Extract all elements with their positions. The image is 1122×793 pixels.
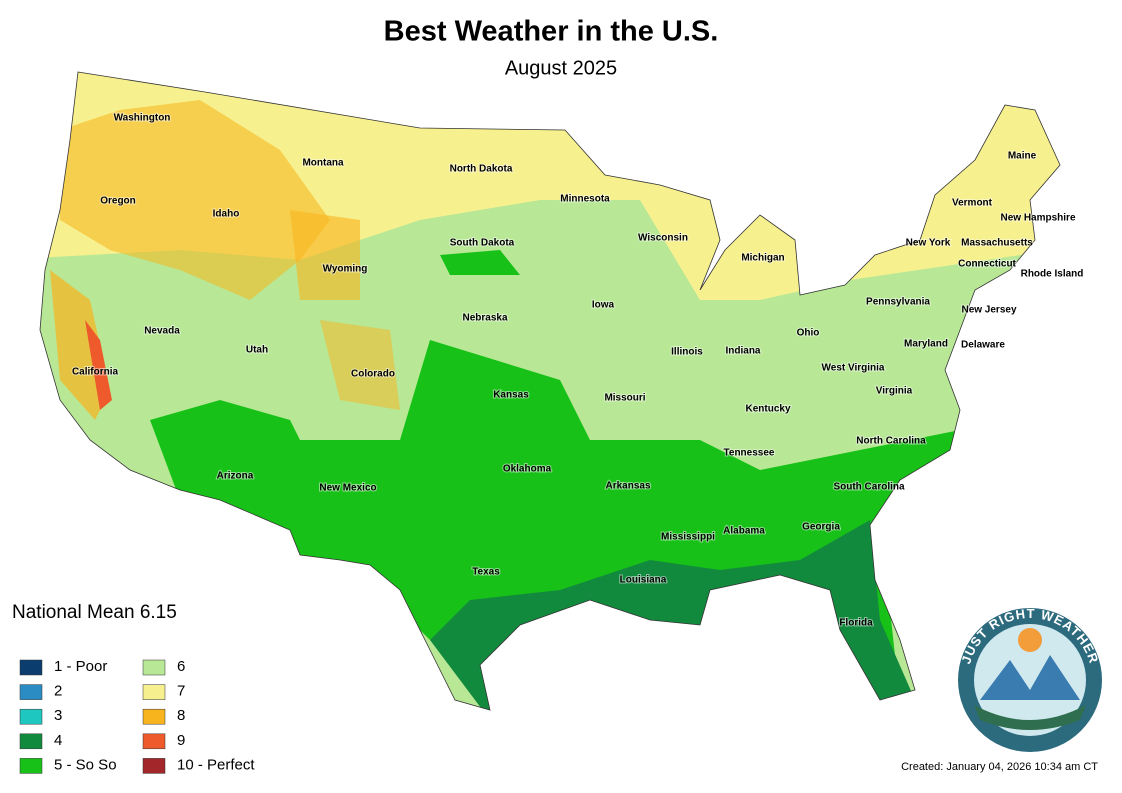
zone [60,100,330,300]
logo-ground [974,705,1086,730]
created-note: Created: January 04, 2026 10:34 am CT [901,761,1098,773]
state-label: Missouri [604,393,645,404]
state-label: Illinois [671,347,703,358]
state-label: Texas [472,567,500,578]
state-label: Tennessee [724,448,775,459]
state-label: South Dakota [450,238,515,249]
state-label: Iowa [592,300,615,311]
us-outline [39,71,1061,711]
state-label: Washington [114,113,171,124]
legend-label: 9 [177,732,185,749]
state-label: Michigan [741,253,784,264]
logo-sun [1018,628,1042,652]
legend-swatch [142,708,166,725]
state-label: Delaware [961,340,1005,351]
logo: JUST RIGHT WEATHER [958,606,1102,752]
state-label: Utah [246,345,268,356]
state-label: Virginia [876,386,913,397]
legend-label: 10 - Perfect [177,756,255,773]
state-label: Pennsylvania [866,297,930,308]
state-label: Arkansas [605,481,650,492]
state-label: New York [906,238,951,249]
legend-label: 1 - Poor [54,658,107,675]
state-label: Massachusetts [961,238,1033,249]
national-mean: National Mean 6.15 [12,602,177,623]
legend-label: 7 [177,683,185,700]
state-label: Maine [1008,151,1037,162]
legend-swatch [19,684,43,700]
zone [85,320,112,410]
state-label: Florida [839,618,873,629]
state-label: Montana [302,158,344,169]
legend-swatch [142,758,166,774]
national-mean-label: National Mean [12,602,135,623]
subtitle: August 2025 [505,57,617,79]
legend-swatch [19,733,43,750]
state-label: Nevada [144,326,180,337]
state-label: New Jersey [961,305,1016,316]
state-label: Connecticut [958,259,1016,270]
state-label: Georgia [802,522,840,533]
national-mean-value: 6.15 [140,602,177,623]
zone [290,210,360,300]
state-label: Oklahoma [503,464,552,475]
legend-label: 4 [54,732,62,749]
state-label: North Carolina [856,436,926,447]
state-label: Maryland [904,339,948,350]
legend-label: 6 [177,658,185,675]
state-label: Idaho [213,209,240,220]
legend-label: 2 [54,683,62,700]
state-label: Arizona [217,471,254,482]
legend-label: 3 [54,707,62,724]
legend-label: 8 [177,707,185,724]
legend-swatch [142,659,166,676]
state-label: Indiana [725,346,760,357]
state-label: South Carolina [833,482,905,493]
title: Best Weather in the U.S. [384,16,719,48]
state-label: North Dakota [450,164,513,175]
state-label: West Virginia [822,363,885,374]
zone [440,250,520,275]
state-label: Nebraska [462,313,507,324]
legend-label: 5 - So So [54,756,117,773]
logo-mountains [980,655,1080,700]
zone [320,320,400,410]
zone [50,270,110,420]
state-label: New Mexico [319,483,376,494]
state-label: Louisiana [620,575,667,586]
state-label: New Hampshire [1000,213,1075,224]
state-label: Colorado [351,369,395,380]
legend-swatch [142,684,166,700]
legend-swatch [19,758,43,774]
state-label: Mississippi [661,532,715,543]
state-label: Vermont [952,198,993,209]
state-label: Ohio [797,328,820,339]
legend-swatch [142,733,166,750]
state-label: Alabama [723,526,765,537]
logo-face [974,624,1086,736]
state-label: Kentucky [745,404,790,415]
state-label: Wisconsin [638,233,688,244]
legend-swatch [19,708,43,725]
state-label: Rhode Island [1021,269,1084,280]
state-label: Oregon [100,196,136,207]
state-label: Wyoming [323,264,368,275]
state-label: California [72,367,119,378]
state-label: Kansas [493,390,529,401]
state-label: Minnesota [560,194,610,205]
legend-swatch [19,659,43,676]
